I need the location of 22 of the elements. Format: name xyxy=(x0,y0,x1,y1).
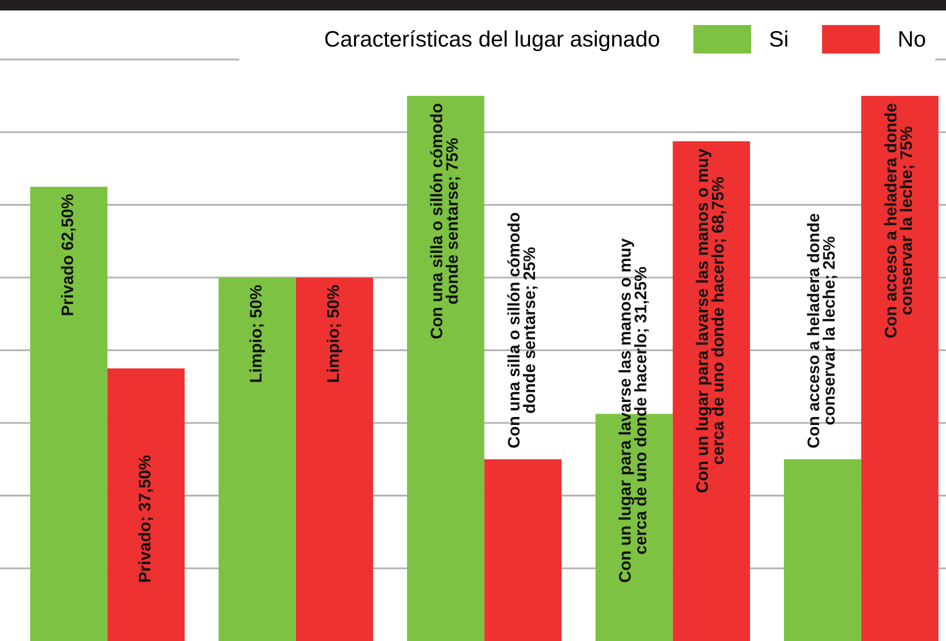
data-label: Con acceso a heladera donde conservar la leche; 75% xyxy=(884,104,914,338)
bar xyxy=(784,459,862,641)
bar xyxy=(861,96,938,641)
data-label: Con acceso a heladera donde conservar la leche; 25% xyxy=(807,214,838,448)
bar xyxy=(218,278,296,641)
data-label: Con una silla o sillón cómodo donde sentarse; 75% xyxy=(430,104,460,339)
data-label: Privado 62,50% xyxy=(61,194,76,316)
bar xyxy=(484,459,562,641)
data-label: Con un lugar para lavarse las manos o muy cerca de uno donde hacerlo; 68,75% xyxy=(696,148,726,492)
data-label: Privado; 37,50% xyxy=(138,455,153,582)
bar xyxy=(107,368,185,641)
data-label: Con una silla o sillón cómodo donde sentarse; 25% xyxy=(507,212,538,448)
data-label: Limpio; 50% xyxy=(249,285,265,382)
bar xyxy=(672,141,750,641)
bar xyxy=(407,96,484,641)
legend-title: Características del lugar asignado xyxy=(325,30,660,52)
legend-label: No xyxy=(899,31,926,47)
data-label: Con un lugar para lavarse las manos o muy cerca de uno donde hacerlo; 31,25% xyxy=(618,238,649,582)
data-label: Limpio; 50% xyxy=(326,285,342,382)
bar xyxy=(30,186,108,641)
bar xyxy=(296,278,374,641)
legend-label: Si xyxy=(770,30,788,47)
